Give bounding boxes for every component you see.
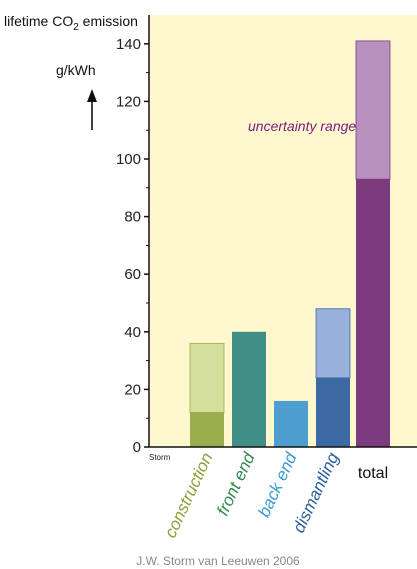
y-tick-label: 120 [116,93,141,110]
y-tick-label: 100 [116,151,141,168]
x-label-construction: construction [161,450,217,541]
corner-label: Storm [149,453,171,462]
y-tick-label: 20 [124,381,141,398]
chart-title-suffix: emission [79,13,138,29]
uncertainty-range-annotation: uncertainty range [248,118,356,134]
up-arrow-icon [87,89,97,130]
y-tick-label: 0 [133,439,141,456]
chart-title: lifetime CO2 emission [4,13,138,33]
bar-construction-base [190,412,224,447]
bar-dismantling-base [316,377,350,447]
y-axis-label: g/kWh [56,62,96,78]
bar-dismantling-uncertainty [315,308,351,379]
bar-front-end-base [232,331,266,447]
x-label-back-end: back end [254,449,301,520]
bars [189,40,391,447]
credit-text: J.W. Storm van Leeuwen 2006 [136,554,300,568]
bar-total-base [356,179,390,447]
y-tick-label: 140 [116,36,141,53]
x-label-front-end: front end [213,449,259,518]
y-tick-label: 60 [124,266,141,283]
y-tick-label: 40 [124,324,141,341]
y-tick-label: 80 [124,209,141,226]
bar-total-uncertainty [355,40,391,180]
chart-title-subscript: 2 [73,22,79,33]
y-ticks: 0 20 40 60 80 100 120 140 [116,36,149,456]
chart-title-main: lifetime CO [4,13,73,29]
bar-construction-uncertainty [189,342,225,413]
bar-back-end-base [274,400,308,447]
x-label-total: total [358,465,388,482]
